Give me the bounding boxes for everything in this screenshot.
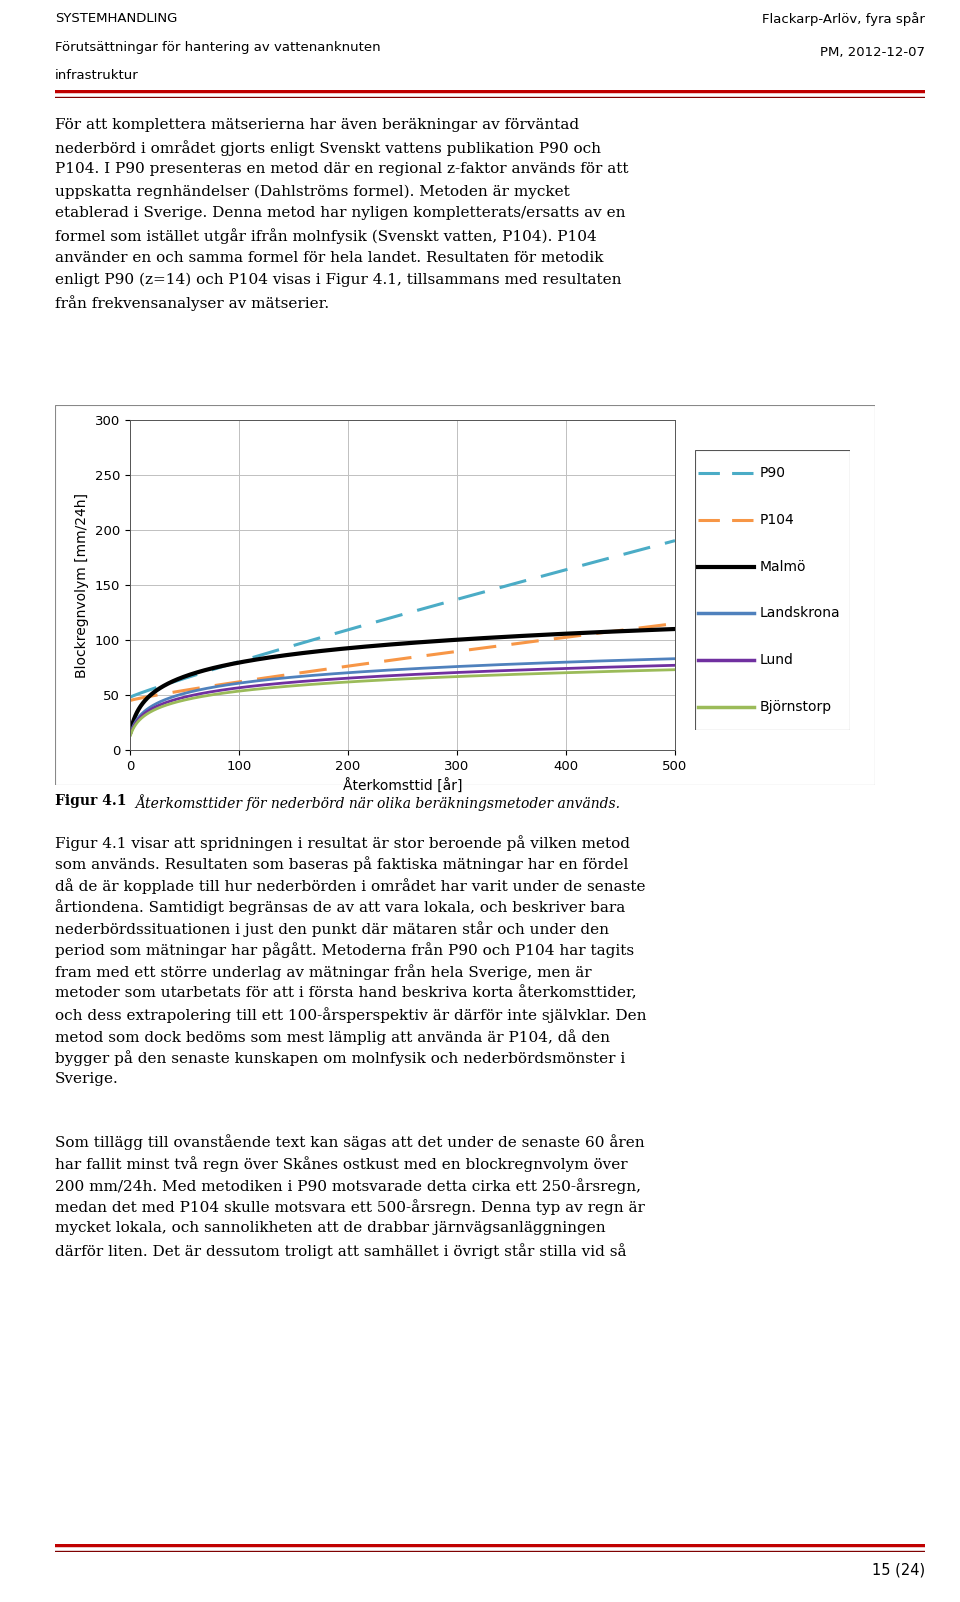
Text: Sverige.: Sverige.	[55, 1072, 119, 1086]
Text: 15 (24): 15 (24)	[872, 1562, 925, 1578]
Text: Landskrona: Landskrona	[760, 606, 841, 620]
Text: mycket lokala, och sannolikheten att de drabbar järnvägsanläggningen: mycket lokala, och sannolikheten att de …	[55, 1221, 606, 1235]
Text: använder en och samma formel för hela landet. Resultaten för metodik: använder en och samma formel för hela la…	[55, 250, 604, 264]
Text: Figur 4.1: Figur 4.1	[55, 795, 127, 807]
Text: Flackarp-Arlöv, fyra spår: Flackarp-Arlöv, fyra spår	[762, 11, 925, 26]
Text: period som mätningar har pågått. Metoderna från P90 och P104 har tagits: period som mätningar har pågått. Metoder…	[55, 942, 635, 958]
Text: Malmö: Malmö	[760, 559, 806, 574]
Text: P104. I P90 presenteras en metod där en regional z-faktor används för att: P104. I P90 presenteras en metod där en …	[55, 162, 629, 176]
Text: enligt P90 (z=14) och P104 visas i Figur 4.1, tillsammans med resultaten: enligt P90 (z=14) och P104 visas i Figur…	[55, 272, 621, 287]
Text: har fallit minst två regn över Skånes ostkust med en blockregnvolym över: har fallit minst två regn över Skånes os…	[55, 1157, 628, 1171]
Y-axis label: Blockregnvolym [mm/24h]: Blockregnvolym [mm/24h]	[75, 492, 89, 678]
Text: P90: P90	[760, 466, 786, 481]
Text: uppskatta regnhändelser (Dahlströms formel). Metoden är mycket: uppskatta regnhändelser (Dahlströms form…	[55, 184, 569, 199]
Text: bygger på den senaste kunskapen om molnfysik och nederbördsmönster i: bygger på den senaste kunskapen om molnf…	[55, 1051, 625, 1065]
Text: nederbörd i området gjorts enligt Svenskt vattens publikation P90 och: nederbörd i området gjorts enligt Svensk…	[55, 139, 601, 155]
Text: från frekvensanalyser av mätserier.: från frekvensanalyser av mätserier.	[55, 295, 329, 311]
Text: och dess extrapolering till ett 100-årsperspektiv är därför inte självklar. Den: och dess extrapolering till ett 100-årsp…	[55, 1008, 646, 1024]
Text: P104: P104	[760, 513, 795, 527]
Text: årtiondena. Samtidigt begränsas de av att vara lokala, och beskriver bara: årtiondena. Samtidigt begränsas de av at…	[55, 900, 625, 915]
Text: För att komplettera mätserierna har även beräkningar av förväntad: För att komplettera mätserierna har även…	[55, 119, 579, 131]
Text: etablerad i Sverige. Denna metod har nyligen kompletterats/ersatts av en: etablerad i Sverige. Denna metod har nyl…	[55, 207, 626, 221]
Text: Figur 4.1 visar att spridningen i resultat är stor beroende på vilken metod: Figur 4.1 visar att spridningen i result…	[55, 835, 630, 851]
Text: PM, 2012-12-07: PM, 2012-12-07	[820, 46, 925, 59]
Text: därför liten. Det är dessutom troligt att samhället i övrigt står stilla vid så: därför liten. Det är dessutom troligt at…	[55, 1243, 627, 1259]
Text: Lund: Lund	[760, 654, 794, 666]
Text: SYSTEMHANDLING: SYSTEMHANDLING	[55, 11, 178, 26]
Text: medan det med P104 skulle motsvara ett 500-årsregn. Denna typ av regn är: medan det med P104 skulle motsvara ett 5…	[55, 1200, 645, 1216]
Text: metod som dock bedöms som mest lämplig att använda är P104, då den: metod som dock bedöms som mest lämplig a…	[55, 1028, 610, 1045]
Text: då de är kopplade till hur nederbörden i området har varit under de senaste: då de är kopplade till hur nederbörden i…	[55, 878, 645, 894]
Text: nederbördssituationen i just den punkt där mätaren står och under den: nederbördssituationen i just den punkt d…	[55, 921, 609, 937]
Text: Förutsättningar för hantering av vattenanknuten: Förutsättningar för hantering av vattena…	[55, 40, 380, 53]
Text: fram med ett större underlag av mätningar från hela Sverige, men är: fram med ett större underlag av mätninga…	[55, 964, 591, 980]
Text: Som tillägg till ovanstående text kan sägas att det under de senaste 60 åren: Som tillägg till ovanstående text kan sä…	[55, 1134, 644, 1150]
X-axis label: Återkomsttid [år]: Återkomsttid [år]	[343, 779, 463, 793]
Text: 200 mm/24h. Med metodiken i P90 motsvarade detta cirka ett 250-årsregn,: 200 mm/24h. Med metodiken i P90 motsvara…	[55, 1177, 641, 1193]
Text: Återkomsttider för nederbörd när olika beräkningsmetoder används.: Återkomsttider för nederbörd när olika b…	[135, 795, 620, 811]
Text: som används. Resultaten som baseras på faktiska mätningar har en fördel: som används. Resultaten som baseras på f…	[55, 857, 629, 873]
Text: Björnstorp: Björnstorp	[760, 700, 832, 713]
Text: infrastruktur: infrastruktur	[55, 69, 139, 82]
Text: formel som istället utgår ifrån molnfysik (Svenskt vatten, P104). P104: formel som istället utgår ifrån molnfysi…	[55, 229, 597, 245]
Text: metoder som utarbetats för att i första hand beskriva korta återkomsttider,: metoder som utarbetats för att i första …	[55, 985, 636, 1000]
